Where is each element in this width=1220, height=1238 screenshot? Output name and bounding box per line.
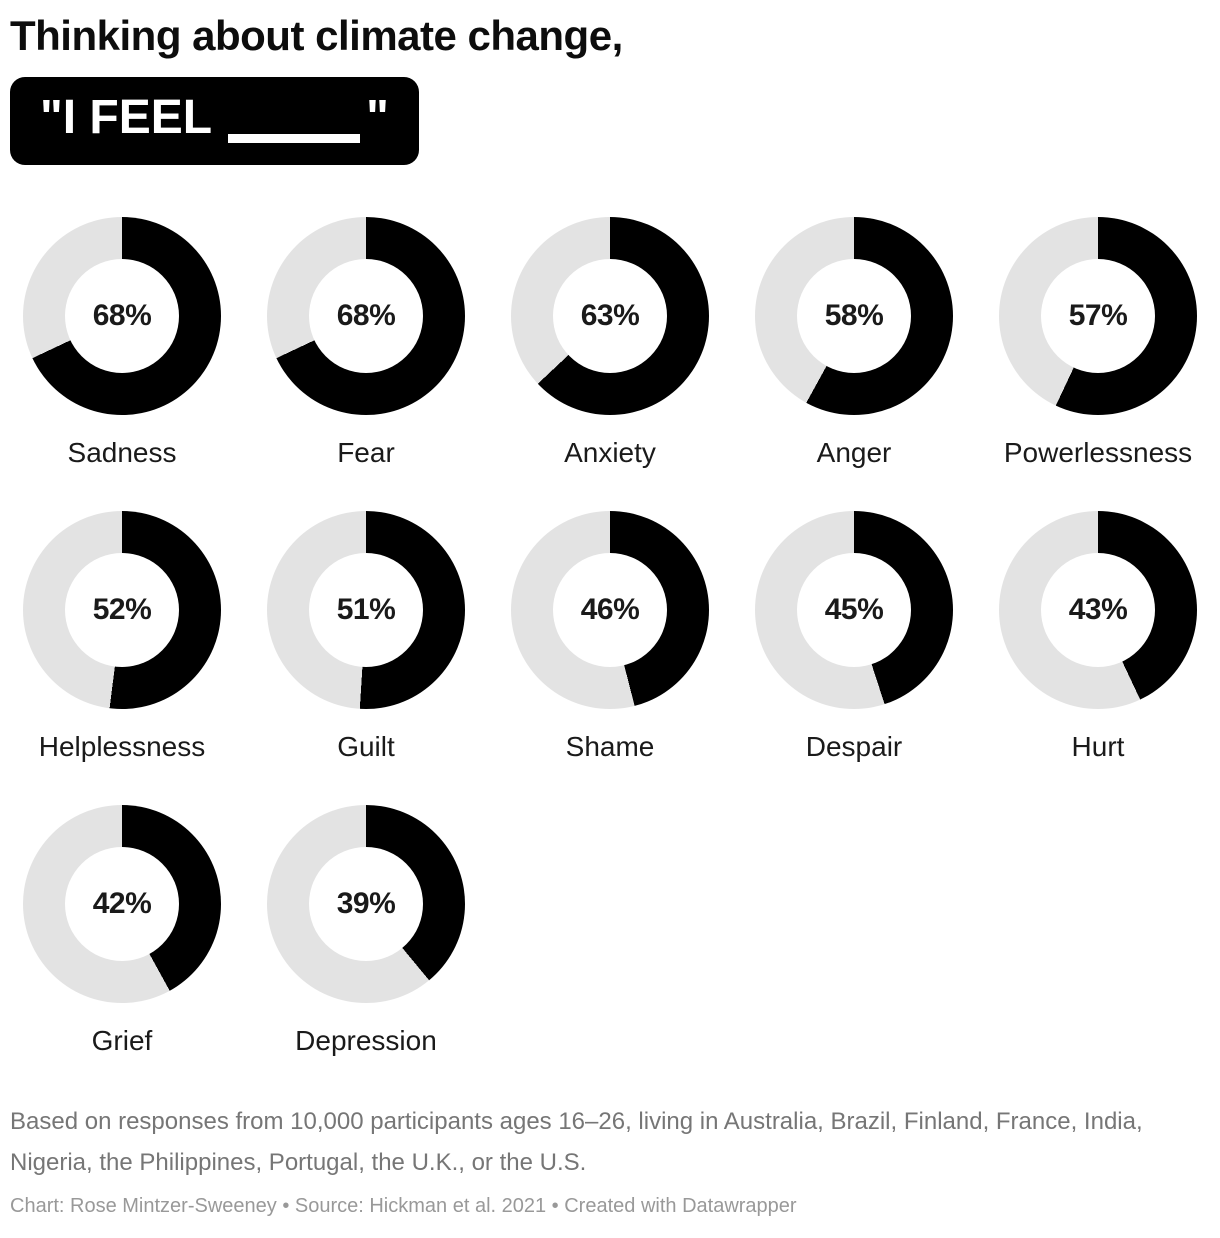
donut-category-label: Guilt bbox=[337, 730, 395, 762]
donut-value-label: 45% bbox=[824, 592, 884, 626]
donut-value-label: 51% bbox=[336, 592, 396, 626]
donut-small-multiple: 51% Guilt bbox=[244, 510, 488, 762]
donut-ring: 39% bbox=[267, 804, 465, 1003]
donut-value-label: 42% bbox=[92, 886, 152, 920]
chart-title: Thinking about climate change, bbox=[10, 12, 623, 59]
donut-category-label: Fear bbox=[337, 436, 395, 468]
donut-value-label: 39% bbox=[336, 886, 396, 920]
donut-hole: 52% bbox=[65, 552, 179, 667]
donut-ring: 58% bbox=[755, 216, 953, 415]
donut-small-multiple: 43% Hurt bbox=[976, 510, 1220, 762]
donut-ring: 42% bbox=[23, 804, 221, 1003]
donut-value-label: 57% bbox=[1068, 298, 1128, 332]
donut-category-label: Sadness bbox=[67, 436, 177, 468]
donut-small-multiple: 52% Helplessness bbox=[0, 510, 244, 762]
donut-category-label: Helplessness bbox=[38, 730, 206, 762]
donut-category-label: Anger bbox=[816, 436, 892, 468]
donut-small-multiple: 63% Anxiety bbox=[488, 216, 732, 468]
donut-category-label: Powerlessness bbox=[1003, 436, 1193, 468]
donut-small-multiple: 58% Anger bbox=[732, 216, 976, 468]
donut-ring: 63% bbox=[511, 216, 709, 415]
donut-ring: 46% bbox=[511, 510, 709, 709]
donut-hole: 63% bbox=[553, 258, 667, 373]
donut-hole: 42% bbox=[65, 846, 179, 961]
badge-text-start: "I FEEL bbox=[40, 91, 213, 145]
donut-hole: 51% bbox=[309, 552, 423, 667]
donut-ring: 68% bbox=[267, 216, 465, 415]
donut-ring: 57% bbox=[999, 216, 1197, 415]
donut-value-label: 52% bbox=[92, 592, 152, 626]
donut-hole: 46% bbox=[553, 552, 667, 667]
donut-hole: 68% bbox=[65, 258, 179, 373]
donut-category-label: Shame bbox=[565, 730, 655, 762]
blank-underline bbox=[228, 134, 361, 144]
donut-hole: 58% bbox=[797, 258, 911, 373]
donut-ring: 43% bbox=[999, 510, 1197, 709]
donut-hole: 43% bbox=[1041, 552, 1155, 667]
donut-ring: 51% bbox=[267, 510, 465, 709]
donut-small-multiple: 42% Grief bbox=[0, 804, 244, 1056]
chart-footer: Based on responses from 10,000 participa… bbox=[0, 1101, 1220, 1218]
donut-value-label: 68% bbox=[336, 298, 396, 332]
donut-category-label: Depression bbox=[295, 1024, 437, 1056]
chart-header: Thinking about climate change, "I FEEL " bbox=[0, 0, 1220, 165]
byline-text: Chart: Rose Mintzer-Sweeney • Source: Hi… bbox=[10, 1194, 797, 1217]
donut-small-multiple: 39% Depression bbox=[244, 804, 488, 1056]
donut-value-label: 46% bbox=[580, 592, 640, 626]
fill-in-the-blank-badge: "I FEEL " bbox=[10, 77, 419, 165]
donut-small-multiple: 46% Shame bbox=[488, 510, 732, 762]
donut-hole: 68% bbox=[309, 258, 423, 373]
donut-small-multiple: 45% Despair bbox=[732, 510, 976, 762]
donut-ring: 52% bbox=[23, 510, 221, 709]
donut-hole: 45% bbox=[797, 552, 911, 667]
donut-category-label: Hurt bbox=[1071, 730, 1125, 762]
donut-hole: 57% bbox=[1041, 258, 1155, 373]
donut-small-multiple: 68% Fear bbox=[244, 216, 488, 468]
badge-text-end: " bbox=[366, 91, 389, 145]
donut-value-label: 63% bbox=[580, 298, 640, 332]
donut-small-multiple: 57% Powerlessness bbox=[976, 216, 1220, 468]
donut-category-label: Anxiety bbox=[564, 436, 656, 468]
donut-value-label: 58% bbox=[824, 298, 884, 332]
donut-small-multiple: 68% Sadness bbox=[0, 216, 244, 468]
donut-category-label: Despair bbox=[805, 730, 903, 762]
donut-value-label: 68% bbox=[92, 298, 152, 332]
donut-hole: 39% bbox=[309, 846, 423, 961]
donut-ring: 68% bbox=[23, 216, 221, 415]
donut-grid: 68% Sadness 68% Fear 63% Anxiety 58% Anger 57% Po… bbox=[0, 216, 1220, 1056]
donut-ring: 45% bbox=[755, 510, 953, 709]
donut-value-label: 43% bbox=[1068, 592, 1128, 626]
donut-category-label: Grief bbox=[91, 1024, 153, 1056]
notes-text: Based on responses from 10,000 participa… bbox=[10, 1107, 1143, 1176]
